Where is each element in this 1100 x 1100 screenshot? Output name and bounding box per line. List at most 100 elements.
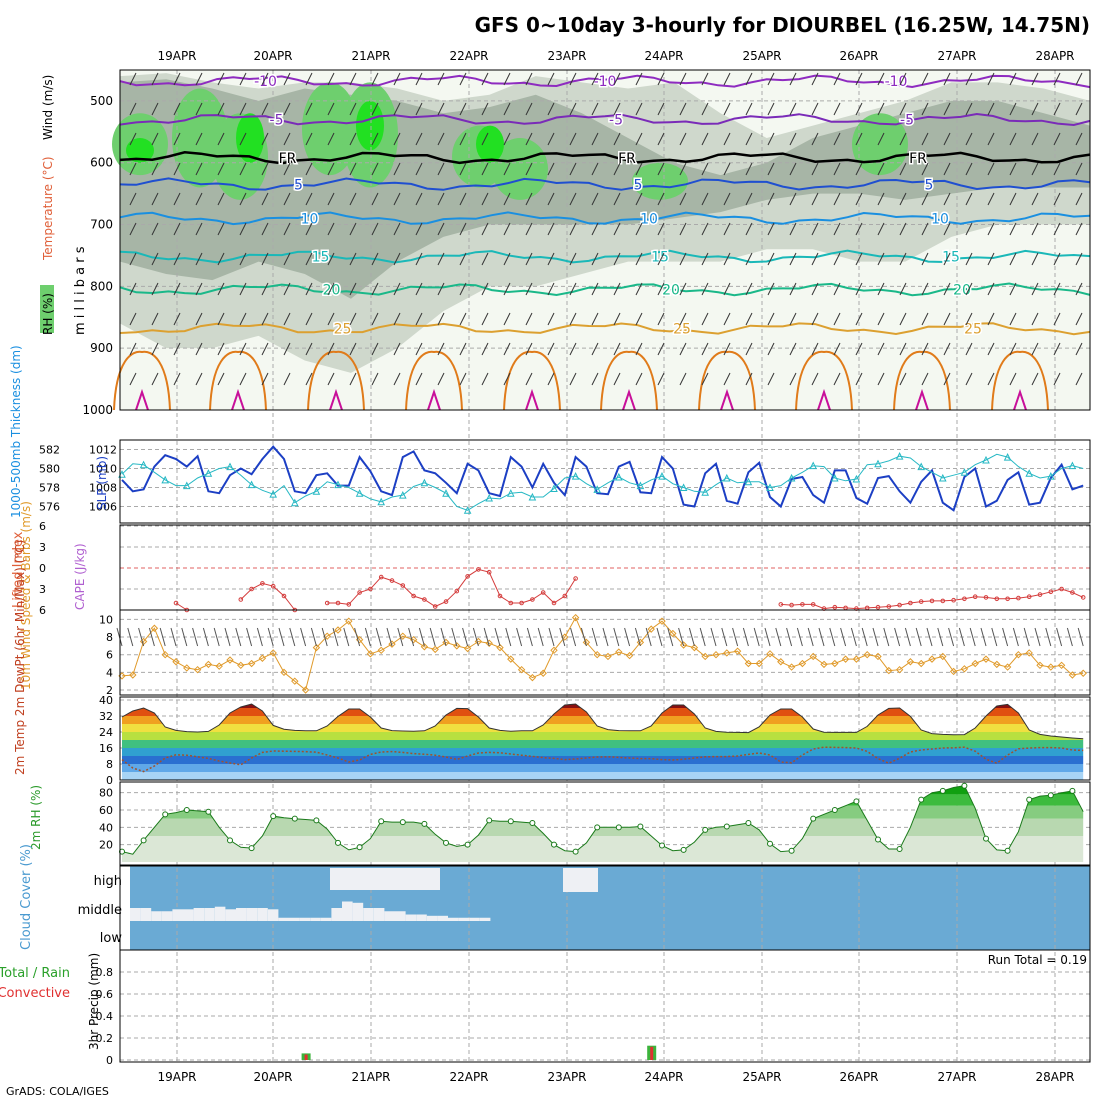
wind-speed-point (388, 640, 396, 648)
wind-barb (767, 372, 775, 386)
wind-barb (657, 222, 665, 236)
wind-barb (437, 72, 445, 86)
wind-barb (305, 312, 313, 326)
surface-temp-contour (893, 350, 951, 411)
wind-barb (811, 312, 819, 326)
wind-barb (437, 312, 445, 326)
wind-barb (415, 162, 423, 176)
surface-wind-barb (742, 627, 749, 647)
wind-speed-point (561, 633, 569, 641)
lifted-index-point (400, 583, 406, 588)
surface-wind-barb (148, 627, 155, 647)
surface-temp-contour (698, 350, 756, 411)
surface-wind-barb (667, 627, 674, 647)
wind-barb (745, 252, 753, 266)
wind-speed-point (269, 649, 277, 657)
wind-speed-point (485, 639, 493, 647)
wind-barb (987, 342, 995, 356)
isotherm-label: 25 (334, 321, 352, 337)
wind-barb (349, 222, 357, 236)
surface-wind-barb (1056, 627, 1063, 647)
wind-barb (393, 342, 401, 356)
wind-speed-point (647, 625, 655, 633)
wind-barb (943, 132, 951, 146)
wind-barb (195, 162, 203, 176)
wind-barb (701, 192, 709, 206)
wind-barb (811, 162, 819, 176)
date-label-top: 24APR (644, 49, 683, 63)
wind-barb (679, 132, 687, 146)
rh2m-point (594, 824, 601, 831)
wind-barb (767, 192, 775, 206)
rh2m-point (723, 823, 730, 830)
wind-barb (459, 222, 467, 236)
wind-barb (327, 192, 335, 206)
wind-barb (173, 282, 181, 296)
wind-barb (1031, 102, 1039, 116)
surface-wind-barb (386, 627, 393, 647)
wind-barb (789, 372, 797, 386)
rh2m-point (378, 818, 385, 825)
wind-speed-point (247, 659, 256, 668)
wind-barb (899, 222, 907, 236)
wind-speed-point (723, 649, 731, 657)
wind-barb (635, 342, 643, 356)
wind-barb (679, 192, 687, 206)
wind-barb (745, 132, 753, 146)
surface-temp-contour (307, 350, 365, 411)
date-label-top: 22APR (449, 49, 488, 63)
wind-speed-point (312, 643, 321, 652)
surface-wind-barb (451, 627, 458, 647)
surface-wind-barb (840, 627, 847, 647)
wind-barb (833, 282, 841, 296)
wind-barb (261, 72, 269, 86)
wind-speed-point (129, 671, 137, 679)
wind-barb (349, 72, 357, 86)
wind-speed-point (517, 665, 526, 674)
wind-speed-point (787, 663, 796, 671)
precip-axis-label: 3hr Precip (mm) (87, 953, 101, 1050)
wind-barb (833, 312, 841, 326)
wind-speed-point (625, 651, 634, 660)
rh2m-point (140, 837, 147, 844)
surface-wind-barb (699, 627, 706, 647)
wind-barb (789, 342, 797, 356)
wind-barb (767, 312, 775, 326)
rh2m-point (637, 823, 644, 830)
surface-wind-barb (159, 627, 166, 647)
wind-barb (547, 252, 555, 266)
wind-barb (547, 222, 555, 236)
lifted-index-point (551, 600, 557, 606)
wind-barb (415, 102, 423, 116)
wind-barb (789, 222, 797, 236)
surface-temp-contour-hot (1013, 388, 1027, 411)
wind-speed-point (366, 650, 375, 658)
wind-barb (1053, 312, 1061, 326)
isotherm-line (119, 151, 1091, 165)
wind-barb (459, 102, 467, 116)
wind-barb (921, 72, 929, 86)
surface-wind-barb (494, 627, 501, 647)
surface-wind-barb (343, 627, 350, 647)
wind-speed-point (463, 644, 472, 653)
date-label-top: 20APR (253, 49, 292, 63)
wind-barb (129, 372, 137, 386)
wind-barb (833, 192, 841, 206)
surface-wind-barb (753, 627, 760, 647)
wind-barb (327, 282, 335, 296)
wind-speed-point (593, 650, 601, 659)
surface-wind-barb (364, 627, 371, 647)
wind-barb (393, 192, 401, 206)
wind-speed-point (172, 658, 180, 666)
panel-frame (119, 609, 1091, 696)
cloud-cover-bar (267, 909, 279, 921)
wind-barb (811, 102, 819, 116)
text-layer: GFS 0~10day 3-hourly for DIOURBEL (16.25… (0, 13, 1090, 1098)
isotherm-label: -10 (594, 74, 617, 90)
rh-tick-label: 80 (99, 787, 113, 800)
wind-barb (965, 72, 973, 86)
thickness-marker (917, 462, 926, 471)
isotherm-label: FR (618, 151, 636, 167)
date-label-bottom: 21APR (351, 1070, 390, 1084)
surface-wind-barb (483, 627, 490, 647)
